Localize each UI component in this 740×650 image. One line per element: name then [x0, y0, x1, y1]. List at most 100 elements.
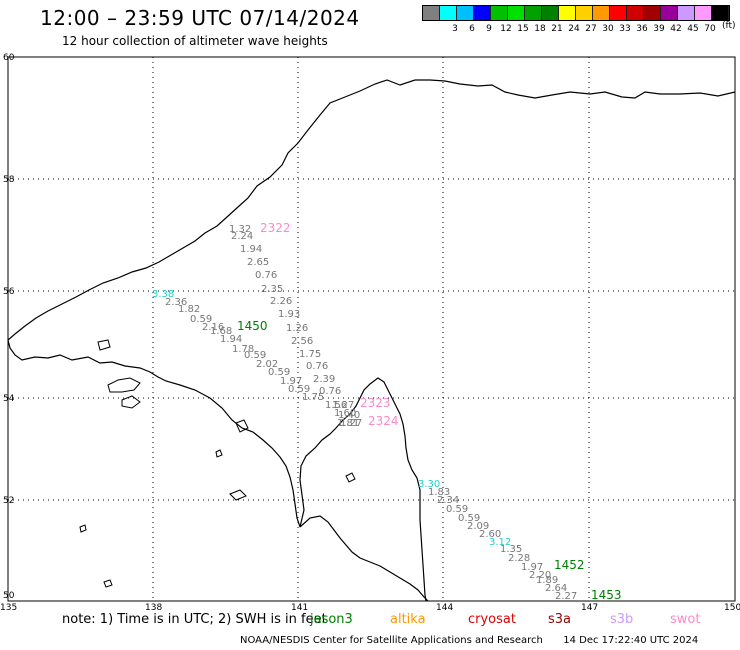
coastline-east-2 — [299, 377, 427, 602]
color-scale-label-11: 33 — [619, 24, 631, 34]
pass-label-1453: 1453 — [591, 588, 622, 602]
lat-label-56: 56 — [3, 287, 15, 297]
swh-2322-5: 2.35 — [261, 284, 283, 295]
color-scale-label-15: 45 — [687, 24, 699, 34]
lon-label-135: 135 — [0, 603, 17, 613]
swh-2322-0: 1.32 — [229, 224, 251, 235]
island-3 — [97, 339, 111, 351]
color-swatch-2 — [457, 6, 474, 20]
color-swatch-9 — [576, 6, 593, 20]
color-scale-label-16: 70 — [704, 24, 716, 34]
swh-1452-9: 2.20 — [529, 570, 551, 581]
lon-label-147: 147 — [581, 603, 598, 613]
swh-1450-3: 2.16 — [202, 322, 224, 333]
swh-2322-8: 1.26 — [286, 323, 308, 334]
color-scale-legend: 3 6 9 12 15 18 21 24 27 30 33 36 39 42 45 70 — [422, 5, 730, 36]
swh-2322-7: 1.93 — [278, 309, 300, 320]
color-scale-label-2: 6 — [469, 24, 475, 34]
swh-2322-2: 1.94 — [240, 244, 262, 255]
color-swatch-17 — [712, 6, 729, 20]
swh-cyan-0: 3.38 — [152, 289, 174, 300]
color-scale-label-8: 24 — [568, 24, 580, 34]
footer-timestamp: 14 Dec 17:22:40 UTC 2024 — [563, 635, 699, 646]
swh-1450-11: 0.59 — [288, 384, 310, 395]
lon-label-144: 144 — [436, 603, 453, 613]
swh-1452-6: 1.35 — [500, 544, 522, 555]
lat-label-50: 50 — [3, 591, 15, 601]
swh-2322-1: 2.24 — [231, 231, 253, 242]
satellite-label-s3b: s3b — [610, 612, 634, 627]
swh-1452-8: 1.97 — [521, 562, 543, 573]
satellite-label-altika: altika — [390, 612, 426, 627]
coastline — [7, 79, 736, 602]
swh-2322-13: 0.76 — [319, 386, 341, 397]
coastline-north — [7, 79, 736, 528]
lat-label-58: 58 — [3, 175, 15, 185]
pass-label-1452: 1452 — [554, 558, 585, 572]
swh-2322-15: 1.27 — [332, 400, 354, 411]
color-swatch-5 — [508, 6, 525, 20]
island-2 — [121, 395, 141, 409]
altimeter-tracks: 1.322.24 1.94 2.65 0.76 2.352.26 1.93 1.26 2.56… — [152, 224, 577, 602]
pass-label-2324: 2324 — [368, 414, 399, 428]
swh-1452-2: 0.59 — [446, 504, 468, 515]
lat-label-54: 54 — [3, 394, 15, 404]
swh-1452-4: 2.09 — [467, 521, 489, 532]
island-9 — [345, 472, 356, 483]
swh-2322-14: 1.56 — [325, 400, 347, 411]
swh-2322-12: 2.39 — [313, 374, 335, 385]
swh-2322-6: 2.26 — [270, 296, 292, 307]
footer: NOAA/NESDIS Center for Satellite Applica… — [240, 635, 698, 646]
lon-label-150: 150 — [724, 603, 740, 613]
note-text: note: 1) Time is in UTC; 2) SWH is in fe… — [62, 612, 327, 627]
coastline-east — [299, 515, 429, 602]
swh-2322-19: 1.81 — [337, 418, 359, 429]
color-swatch-7 — [542, 6, 559, 20]
swh-1450-2: 0.59 — [190, 314, 212, 325]
color-scale-label-10: 30 — [602, 24, 614, 34]
swh-1452-5: 2.60 — [479, 529, 501, 540]
footer-credit: NOAA/NESDIS Center for Satellite Applica… — [240, 635, 543, 646]
island-8 — [215, 449, 223, 458]
color-scale-labels: 3 6 9 12 15 18 21 24 27 30 33 36 39 42 45 70 — [422, 24, 730, 36]
swh-1450-1: 1.82 — [178, 304, 200, 315]
swh-2322-11: 0.76 — [306, 361, 328, 372]
color-swatch-14 — [661, 6, 678, 20]
swh-1450-4: 1.68 — [210, 326, 232, 337]
swh-1450-12: 1.75 — [302, 392, 324, 403]
color-swatch-6 — [525, 6, 542, 20]
swh-1452-12: 2.27 — [555, 591, 577, 602]
swh-1450-10: 1.97 — [280, 376, 302, 387]
swh-1450-9: 0.59 — [268, 367, 290, 378]
island-1 — [107, 377, 141, 393]
swh-2322-3: 2.65 — [247, 257, 269, 268]
color-swatch-13 — [644, 6, 661, 20]
satellite-label-jason3: jason3 — [310, 612, 353, 627]
lat-label-52: 52 — [3, 496, 14, 506]
color-swatch-4 — [491, 6, 508, 20]
island-7 — [103, 579, 113, 588]
swh-1450-7: 0.59 — [244, 350, 266, 361]
pass-label-2323: 2323 — [360, 396, 391, 410]
color-scale-label-4: 12 — [500, 24, 512, 34]
swh-cyan-1: 3.30 — [418, 479, 440, 490]
color-scale-swatches — [422, 5, 730, 21]
color-scale-label-12: 36 — [636, 24, 648, 34]
color-swatch-3 — [474, 6, 491, 20]
swh-2322-4: 0.76 — [255, 270, 277, 281]
swh-2322-18: 1.27 — [340, 418, 362, 429]
lon-label-141: 141 — [291, 603, 308, 613]
color-swatch-15 — [678, 6, 695, 20]
swh-cyan-2: 3.12 — [489, 537, 511, 548]
satellite-label-cryosat: cryosat — [468, 612, 516, 627]
island-5 — [229, 489, 247, 501]
color-swatch-8 — [559, 6, 576, 20]
island-4 — [235, 419, 249, 433]
color-swatch-0 — [423, 6, 440, 20]
color-scale-label-9: 27 — [585, 24, 597, 34]
note-line: note: 1) Time is in UTC; 2) SWH is in fe… — [62, 612, 327, 627]
swh-1452-11: 2.64 — [545, 583, 567, 594]
page-subtitle: 12 hour collection of altimeter wave hei… — [62, 34, 328, 48]
